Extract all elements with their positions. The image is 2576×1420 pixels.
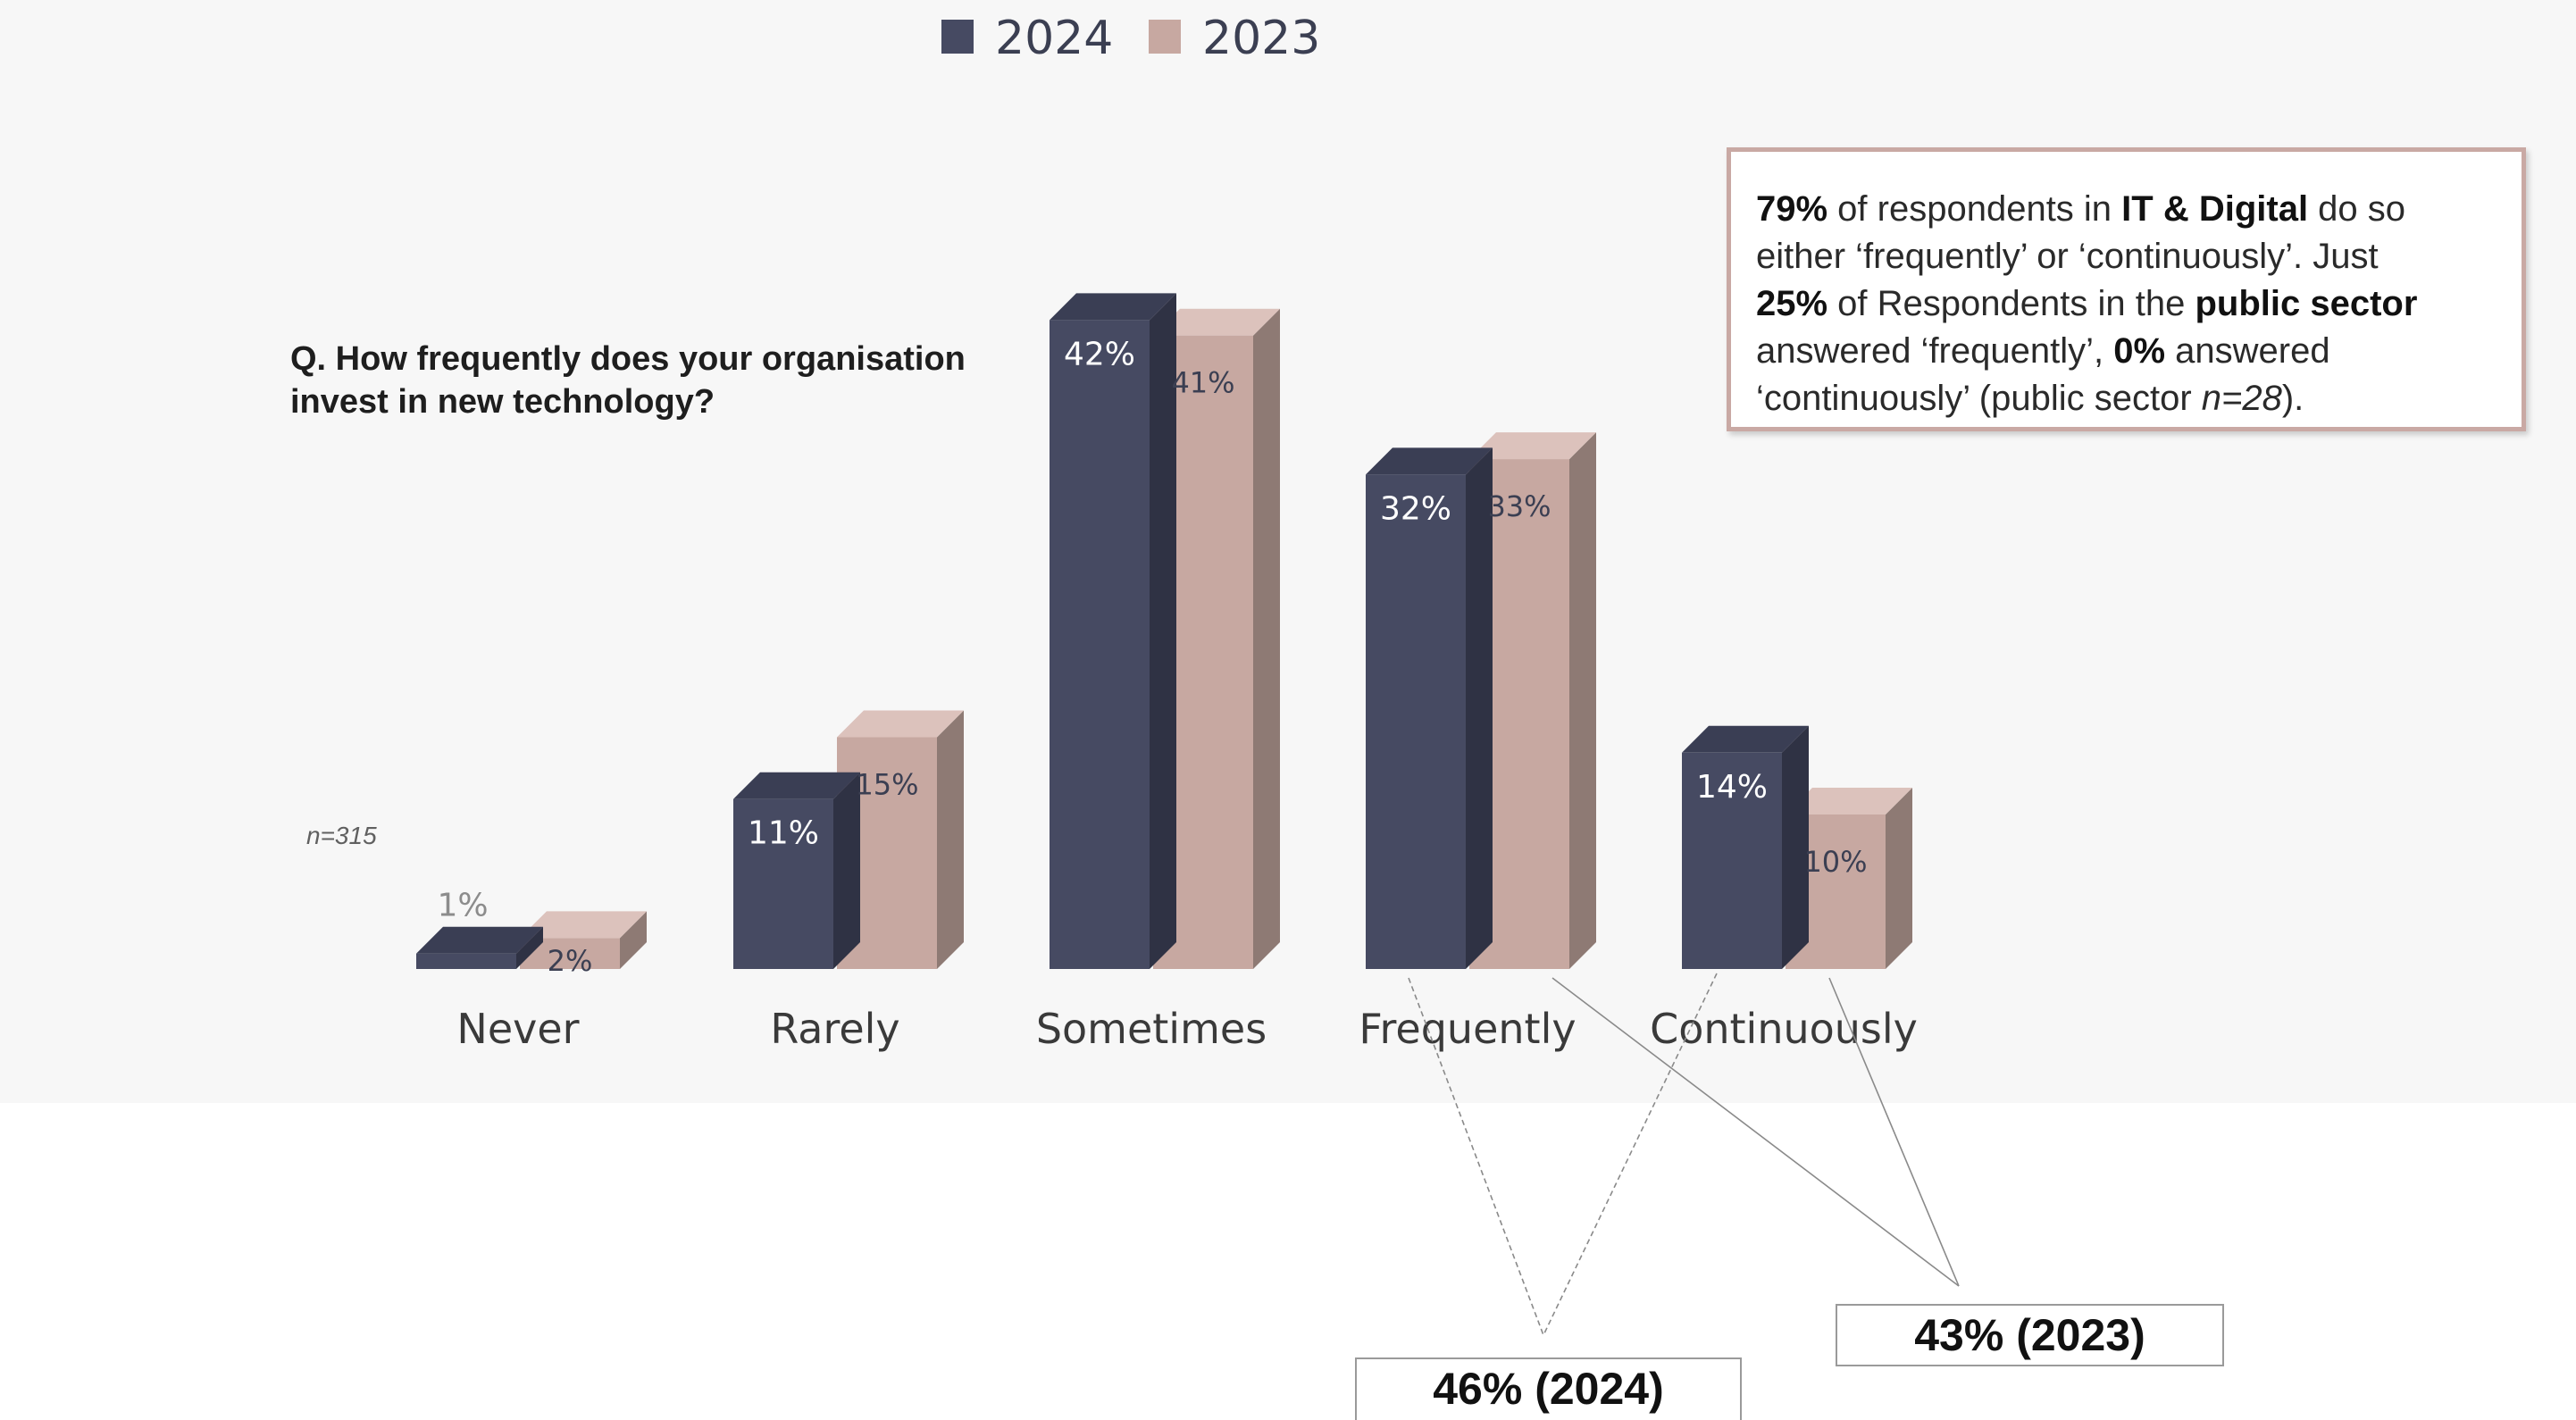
legend: 2024 2023 xyxy=(941,12,1320,65)
callout-box: 79% of respondents in IT & Digital do so… xyxy=(1727,147,2526,431)
sample-size-note: n=315 xyxy=(306,822,377,849)
bar-top-2024-sometimes xyxy=(1050,293,1176,321)
bar-side-2024-rarely xyxy=(833,772,860,969)
bar-top-2024-never xyxy=(416,926,543,954)
value-label-2023-sometimes: 41% xyxy=(1171,366,1234,400)
bar-top-2024-rarely xyxy=(733,772,860,799)
value-label-2024-frequently: 32% xyxy=(1380,490,1451,527)
value-label-2023-continuously: 10% xyxy=(1803,845,1867,879)
bar-side-2023-never xyxy=(620,911,647,969)
category-label-continuously: Continuously xyxy=(1650,1005,1918,1053)
bar-side-2023-frequently xyxy=(1569,432,1596,970)
bar-front-2024-never xyxy=(416,953,516,969)
bar-2024-rarely xyxy=(733,772,860,969)
category-label-never: Never xyxy=(456,1005,579,1053)
bar-side-2024-sometimes xyxy=(1150,293,1176,969)
bar-top-2023-never xyxy=(520,911,647,939)
bar-top-2023-sometimes xyxy=(1153,308,1280,336)
value-label-2024-sometimes: 42% xyxy=(1064,336,1135,372)
bar-side-2023-rarely xyxy=(937,710,964,969)
bar-side-2023-sometimes xyxy=(1253,308,1280,969)
bar-top-2024-frequently xyxy=(1366,447,1493,475)
category-label-rarely: Rarely xyxy=(770,1005,899,1053)
value-label-2024-never: 1% xyxy=(437,888,488,924)
legend-swatch-2023 xyxy=(1149,20,1181,54)
value-label-2024-rarely: 11% xyxy=(748,815,819,852)
connector-2023-frequently xyxy=(1551,977,1960,1287)
bar-front-2024-continuously xyxy=(1682,752,1782,969)
connector-2024-frequently xyxy=(1408,977,1544,1336)
bar-top-2023-rarely xyxy=(837,710,964,738)
value-label-2023-rarely: 15% xyxy=(855,768,918,802)
connector-2023-continuously xyxy=(1828,977,1960,1287)
connector-2024-continuously xyxy=(1543,973,1718,1336)
bar-top-2024-continuously xyxy=(1682,725,1809,753)
summary-connectors xyxy=(1408,973,1960,1336)
value-label-2024-continuously: 14% xyxy=(1696,769,1768,806)
summary-box-2024: 46% (2024) xyxy=(1355,1357,1742,1420)
bar-2024-sometimes xyxy=(1050,293,1176,969)
bars xyxy=(416,293,1912,970)
legend-swatch-2024 xyxy=(941,20,974,54)
bar-2024-continuously xyxy=(1682,725,1809,969)
legend-label-2023: 2023 xyxy=(1202,12,1320,65)
bar-front-2024-rarely xyxy=(733,798,833,969)
category-label-frequently: Frequently xyxy=(1359,1005,1576,1053)
chart-question: Q. How frequently does your organisation… xyxy=(290,340,966,421)
bar-2024-frequently xyxy=(1366,447,1493,969)
bar-front-2024-sometimes xyxy=(1050,320,1150,969)
bar-side-2024-never xyxy=(516,926,543,969)
value-label-2023-never: 2% xyxy=(548,944,593,978)
legend-label-2024: 2024 xyxy=(995,12,1113,65)
summary-box-2023: 43% (2023) xyxy=(1836,1304,2224,1366)
bar-front-2024-frequently xyxy=(1366,474,1466,969)
bar-top-2023-frequently xyxy=(1469,432,1596,460)
bar-side-2024-frequently xyxy=(1466,447,1493,969)
bar-top-2023-continuously xyxy=(1786,788,1912,814)
bar-2023-never xyxy=(520,911,647,969)
category-labels: Never Rarely Sometimes Frequently Continuous… xyxy=(456,1005,1917,1053)
bar-side-2024-continuously xyxy=(1782,725,1809,969)
category-label-sometimes: Sometimes xyxy=(1036,1005,1267,1053)
bar-2024-never xyxy=(416,926,543,969)
value-labels: 1% 11% 42% 32% 14% 2% 15% 41% 33% 10% xyxy=(437,336,1867,978)
bar-side-2023-continuously xyxy=(1886,788,1912,969)
value-label-2023-frequently: 33% xyxy=(1487,489,1551,523)
